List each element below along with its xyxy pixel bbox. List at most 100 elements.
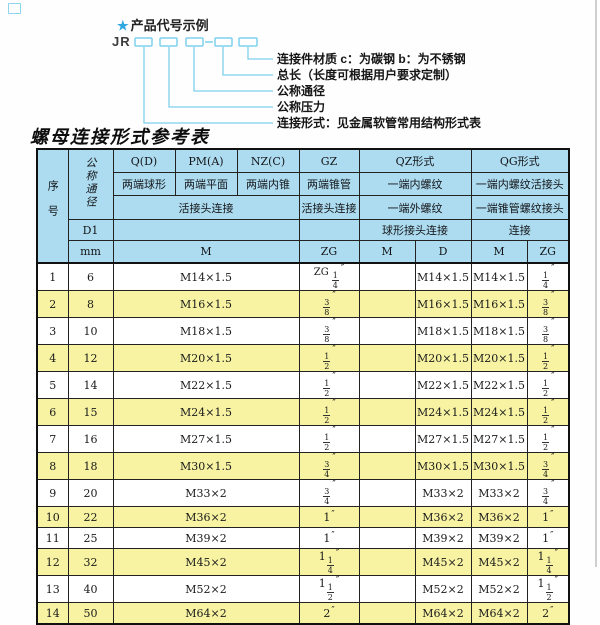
- cell-qzm: [358, 548, 416, 576]
- cell-qgm: M30×1.5: [470, 452, 528, 480]
- cell-no: 2: [36, 290, 69, 318]
- corner-mark: [8, 3, 21, 14]
- cell-qg: 1 2 ″: [526, 398, 570, 426]
- cell-gz: 1″: [298, 527, 360, 549]
- table-row: 5 14 M22×1.5 1 2 ″ M22×1.5 M22×1.5 1 2 ″: [36, 371, 570, 399]
- cell-qzd: M24×1.5: [414, 398, 472, 426]
- header-qg-zg: ZG: [526, 240, 570, 264]
- cell-m: M27×1.5: [112, 425, 300, 453]
- cell-gz: 1 2 ″: [298, 371, 360, 399]
- cell-gz: 2″: [298, 602, 360, 625]
- header-qz-desc1: 一端内螺纹: [358, 172, 472, 196]
- cell-qg: 1 2 ″: [526, 344, 570, 372]
- header-d1: D1: [67, 219, 114, 241]
- cell-dn: 32: [67, 548, 114, 576]
- header-col-nzc: NZ(C): [236, 148, 300, 173]
- header-gz-connection: 活接头连接: [298, 195, 360, 220]
- header-zg-gz: ZG: [298, 240, 360, 264]
- diagram-label-nominal-pressure: 公称压力: [277, 100, 326, 114]
- cell-qgm: M64×2: [470, 602, 528, 625]
- connector-line: [247, 47, 273, 60]
- header-seq: 序号: [36, 148, 69, 264]
- cell-no: 11: [36, 527, 69, 549]
- table-row: 1 6 M14×1.5 ZG 1 4 ″ M14×1.5 M14×1.5 1 4 ″: [36, 262, 570, 291]
- cell-gz: 3 8 ″: [298, 290, 360, 318]
- cell-dn: 8: [67, 290, 114, 318]
- diagram-label-connection-type: 连接形式：见金属软管常用结构形式表: [277, 116, 482, 130]
- cell-qzm: [358, 290, 416, 318]
- cell-m: M14×1.5: [112, 262, 300, 291]
- cell-qzm: [358, 527, 416, 549]
- cell-qzm: [358, 317, 416, 345]
- header-qg-connection: 连接: [470, 219, 570, 241]
- header-col-qd: Q(D): [112, 148, 176, 173]
- cell-m: M33×2: [112, 479, 300, 507]
- cell-qgm: M22×1.5: [470, 371, 528, 399]
- cell-dn: 6: [67, 262, 114, 291]
- cell-qzm: [358, 262, 416, 291]
- table-row: 2 8 M16×1.5 3 8 ″ M16×1.5 M16×1.5 3 8 ″: [36, 290, 570, 318]
- cell-dn: 16: [67, 425, 114, 453]
- cell-no: 7: [36, 425, 69, 453]
- cell-m: M30×1.5: [112, 452, 300, 480]
- cell-qzd: M16×1.5: [414, 290, 472, 318]
- cell-qzd: M18×1.5: [414, 317, 472, 345]
- star-icon: ★: [117, 18, 129, 33]
- cell-gz: ZG 1 4 ″: [298, 262, 360, 291]
- product-code-diagram-lines: [134, 37, 273, 124]
- cell-m: M45×2: [112, 548, 300, 576]
- cell-no: 1: [36, 262, 69, 291]
- table-header: 序号 公称通径 Q(D) PM(A) NZ(C) GZ QZ形式 QG形式 两端…: [36, 148, 570, 264]
- cell-qzd: M30×1.5: [414, 452, 472, 480]
- table-row: 10 22 M36×2 1″ M36×2 M36×2 1″: [36, 506, 570, 528]
- diagram-label-length: 总长（长度可根据用户要求定制）: [277, 68, 458, 82]
- header-col-qz: QZ形式: [358, 148, 472, 173]
- table-row: 11 25 M39×2 1″ M39×2 M39×2 1″: [36, 527, 570, 549]
- cell-no: 5: [36, 371, 69, 399]
- cell-no: 10: [36, 506, 69, 528]
- cell-qzd: M27×1.5: [414, 425, 472, 453]
- product-code-example-label: 产品代号示例: [130, 18, 209, 33]
- header-nz-desc: 两端内锥: [236, 172, 300, 196]
- cell-m: M18×1.5: [112, 317, 300, 345]
- cell-gz: 1 2 ″: [298, 398, 360, 426]
- cell-qzm: [358, 479, 416, 507]
- header-union-connection: 活接头连接: [112, 195, 300, 220]
- code-box: [238, 37, 258, 47]
- cell-m: M20×1.5: [112, 344, 300, 372]
- header-qz-d: D: [414, 240, 472, 264]
- cell-qgm: M27×1.5: [470, 425, 528, 453]
- cell-qg: 3 4 ″: [526, 452, 570, 480]
- cell-no: 13: [36, 575, 69, 603]
- header-m-main: M: [112, 240, 300, 264]
- cell-m: M52×2: [112, 575, 300, 603]
- cell-qzd: M36×2: [414, 506, 472, 528]
- cell-dn: 15: [67, 398, 114, 426]
- cell-no: 3: [36, 317, 69, 345]
- cell-qzd: M14×1.5: [414, 262, 472, 291]
- connector-line: [143, 47, 273, 124]
- header-qg-desc1: 一端内螺纹活接头: [470, 172, 570, 196]
- cell-dn: 18: [67, 452, 114, 480]
- table-row: 14 50 M64×2 2″ M64×2 M64×2 2″: [36, 602, 570, 625]
- table-body: 1 6 M14×1.5 ZG 1 4 ″ M14×1.5 M14×1.5 1 4 ″ 2 8 M16×1.5…: [36, 262, 570, 625]
- cell-qgm: M16×1.5: [470, 290, 528, 318]
- header-qg-m: M: [470, 240, 528, 264]
- header-qz-connection: 球形接头连接: [358, 219, 472, 241]
- header-mm: mm: [67, 240, 114, 264]
- cell-no: 4: [36, 344, 69, 372]
- table-row: 4 12 M20×1.5 1 2 ″ M20×1.5 M20×1.5 1 2 ″: [36, 344, 570, 372]
- cell-m: M22×1.5: [112, 371, 300, 399]
- cell-no: 8: [36, 452, 69, 480]
- cell-gz: 1 2 ″: [298, 344, 360, 372]
- code-box: [134, 37, 153, 47]
- header-nominal-diameter: 公称通径: [67, 148, 114, 220]
- cell-qgm: M20×1.5: [470, 344, 528, 372]
- header-col-pma: PM(A): [174, 148, 238, 173]
- cell-qzd: M22×1.5: [414, 371, 472, 399]
- cell-qg: 3 8 ″: [526, 317, 570, 345]
- product-code-example-title: ★ 产品代号示例: [117, 15, 209, 34]
- cell-gz: 3 4 ″: [298, 479, 360, 507]
- cell-qg: 3 8 ″: [526, 290, 570, 318]
- cell-dn: 10: [67, 317, 114, 345]
